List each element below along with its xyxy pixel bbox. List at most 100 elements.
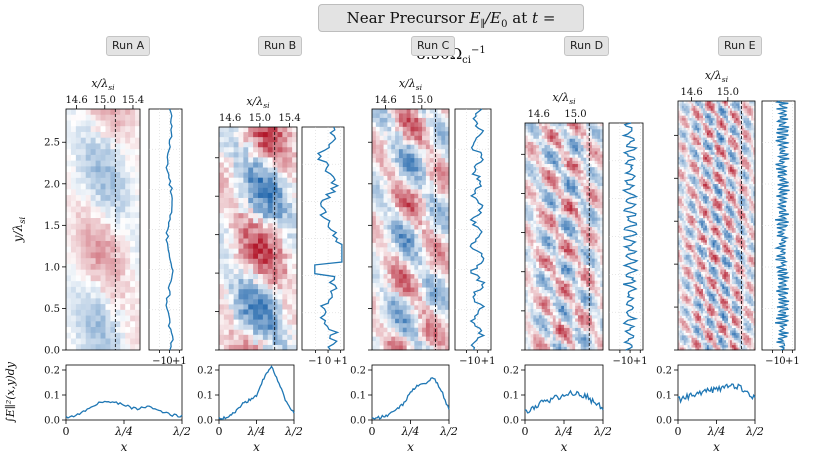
heatmap-cell bbox=[66, 304, 72, 311]
heatmap-cell bbox=[406, 202, 411, 208]
heatmap-cell bbox=[525, 151, 529, 155]
heatmap-cell bbox=[575, 230, 579, 234]
heatmap-cell bbox=[541, 170, 545, 174]
heatmap-cell bbox=[418, 220, 423, 226]
heatmap-cell bbox=[577, 227, 582, 231]
heatmap-cell bbox=[679, 291, 683, 295]
heatmap-cell bbox=[258, 238, 264, 244]
heatmap-cell bbox=[572, 331, 576, 335]
heatmap-cell bbox=[679, 159, 683, 163]
heatmap-cell bbox=[572, 204, 576, 209]
heatmap-cell bbox=[125, 195, 131, 202]
heatmap-cell bbox=[395, 202, 400, 208]
heatmap-cell bbox=[383, 309, 388, 315]
heatmap-cell bbox=[387, 265, 392, 271]
heatmap-cell bbox=[429, 189, 434, 195]
heatmap-cell bbox=[591, 242, 596, 247]
heatmap-cell bbox=[589, 337, 593, 341]
heatmap-cell bbox=[525, 337, 529, 341]
heatmap-cell bbox=[418, 207, 423, 213]
heatmap-cell bbox=[219, 319, 225, 326]
heatmap-cell bbox=[282, 284, 288, 290]
heatmap-cell bbox=[223, 334, 230, 341]
heatmap-cell bbox=[586, 239, 590, 244]
heatmap-cell bbox=[383, 131, 388, 137]
heatmap-cell bbox=[541, 309, 545, 313]
heatmap-cell bbox=[536, 324, 540, 329]
heatmap-cell bbox=[555, 170, 559, 174]
heatmap-cell bbox=[253, 182, 259, 189]
heatmap-cell bbox=[538, 233, 543, 237]
heatmap-cell bbox=[105, 246, 111, 253]
heatmap-cell bbox=[395, 220, 400, 226]
heatmap-cell bbox=[372, 198, 377, 204]
heatmap-cell bbox=[85, 218, 92, 225]
heatmap-cell bbox=[564, 274, 568, 278]
heatmap-cell bbox=[243, 223, 249, 229]
heatmap-cell bbox=[678, 188, 681, 192]
heatmap-cell bbox=[391, 207, 396, 213]
heatmap-cell bbox=[243, 157, 249, 163]
heatmap-cell bbox=[580, 179, 584, 184]
heatmap-cell bbox=[594, 255, 598, 259]
heatmap-cell bbox=[558, 179, 562, 184]
heatmap-cell bbox=[406, 135, 411, 141]
heatmap-cell bbox=[85, 298, 92, 305]
heatmap-cell bbox=[591, 334, 596, 338]
heatmap-cell bbox=[414, 184, 419, 190]
heatmap-cell bbox=[681, 223, 685, 226]
heatmap-cell bbox=[547, 227, 551, 231]
heatmap-cell bbox=[533, 305, 537, 310]
heatmap-cell bbox=[445, 283, 450, 288]
heatmap-cell bbox=[558, 154, 562, 159]
heatmap-cell bbox=[580, 176, 584, 181]
heatmap-cell bbox=[387, 109, 392, 114]
heatmap-cell bbox=[561, 129, 565, 133]
heatmap-cell bbox=[533, 145, 537, 149]
heatmap-cell bbox=[70, 206, 77, 213]
heatmap-cell bbox=[580, 340, 584, 345]
heatmap-cell bbox=[287, 137, 293, 143]
heatmap-cell bbox=[75, 126, 82, 133]
heatmap-cell bbox=[583, 123, 587, 127]
heatmap-cell bbox=[85, 137, 92, 144]
heatmap-cell bbox=[238, 203, 244, 209]
heatmap-cell bbox=[544, 138, 548, 143]
heatmap-cell bbox=[402, 109, 408, 114]
heatmap-cell bbox=[527, 252, 531, 256]
heatmap-cell bbox=[95, 143, 101, 150]
heatmap-cell bbox=[527, 302, 531, 307]
heatmap-cell bbox=[572, 170, 576, 174]
heatmap-cell bbox=[566, 195, 570, 200]
heatmap-cell bbox=[130, 332, 136, 339]
heatmap-cell bbox=[538, 220, 543, 225]
heatmap-cell bbox=[70, 149, 77, 156]
heatmap-cell bbox=[429, 131, 434, 137]
heatmap-cell bbox=[80, 109, 87, 116]
heatmap-cell bbox=[533, 261, 537, 266]
heatmap-cell bbox=[583, 129, 587, 133]
heatmap-cell bbox=[135, 229, 141, 236]
heatmap-cell bbox=[267, 192, 274, 199]
heatmap-cell bbox=[120, 321, 126, 328]
heatmap-cell bbox=[561, 302, 565, 307]
heatmap-cell bbox=[591, 135, 596, 140]
heatmap-cell bbox=[277, 213, 283, 219]
heatmap-cell bbox=[561, 290, 565, 294]
heatmap-cell bbox=[586, 277, 590, 282]
heatmap-cell bbox=[527, 135, 531, 140]
heatmap-cell bbox=[429, 207, 434, 213]
heatmap-cell bbox=[572, 138, 576, 143]
heatmap-cell bbox=[243, 248, 249, 255]
heatmap-cell bbox=[558, 271, 562, 275]
heatmap-cell bbox=[441, 189, 446, 195]
heatmap-cell bbox=[406, 247, 411, 253]
heatmap-cell bbox=[398, 251, 404, 257]
heatmap-cell bbox=[429, 184, 434, 190]
heatmap-cell bbox=[253, 137, 259, 143]
heatmap-cell bbox=[530, 271, 534, 275]
heatmap-cell bbox=[577, 268, 582, 272]
heatmap-cell bbox=[398, 269, 404, 275]
heatmap-cell bbox=[223, 319, 230, 326]
heatmap-cell bbox=[120, 166, 126, 173]
